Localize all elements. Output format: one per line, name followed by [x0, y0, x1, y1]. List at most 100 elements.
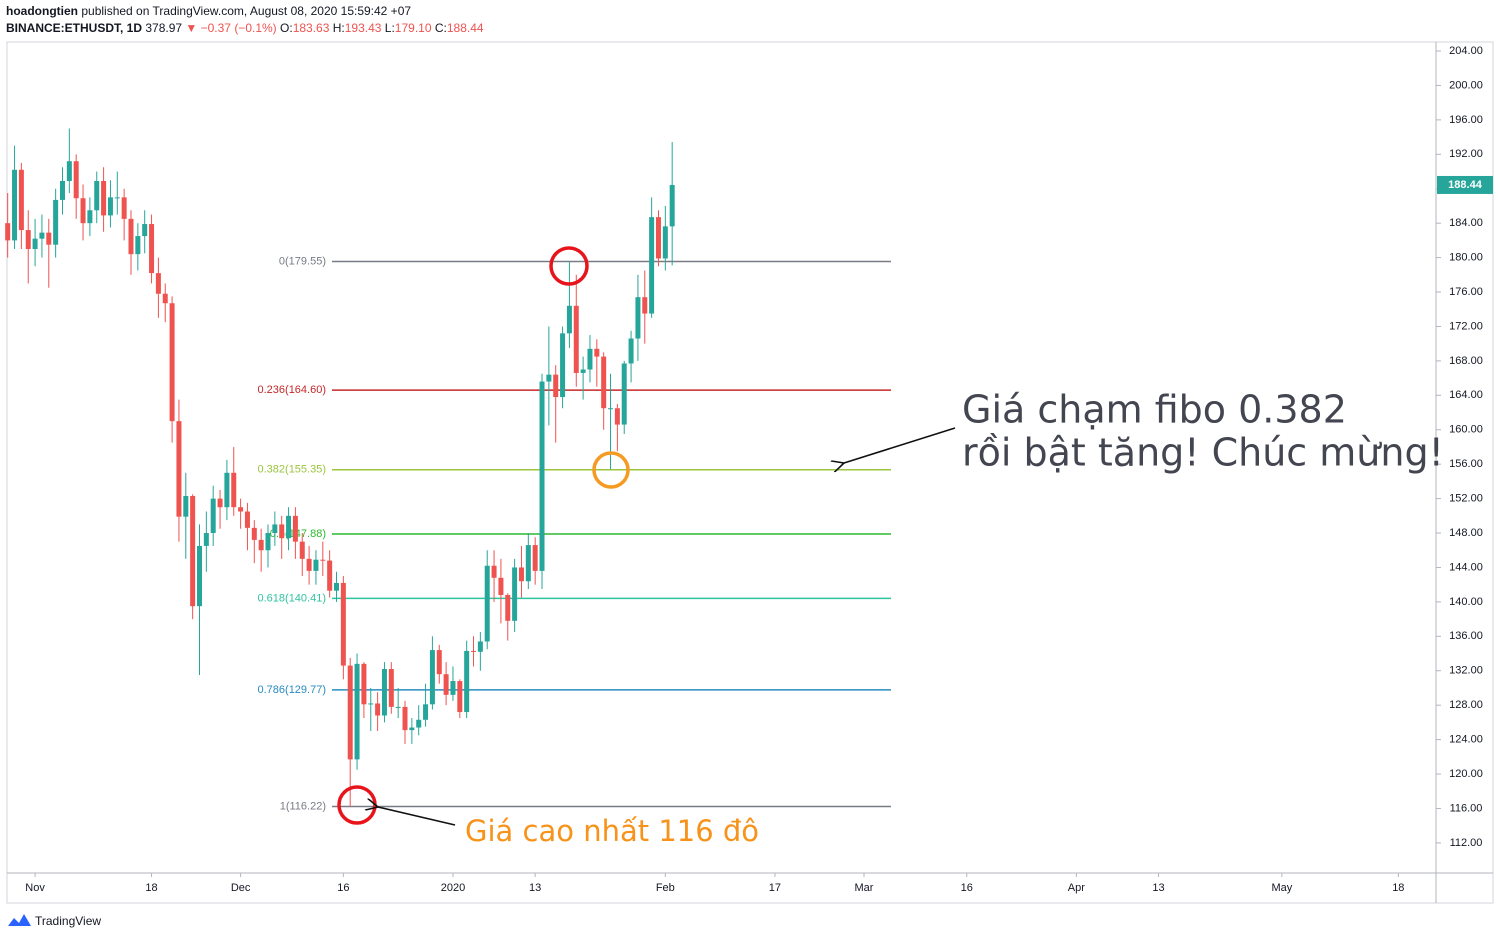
candle-body: [642, 297, 648, 314]
candle-body: [436, 650, 442, 675]
candle-body: [39, 232, 45, 239]
x-tick-label: Apr: [1068, 882, 1085, 894]
plot: 112.00 116.00 120.00 124.00 128.00 132.00 136.…: [5, 45, 1493, 894]
ohlc-value: 193.43: [345, 21, 382, 35]
candle-body: [327, 560, 333, 591]
ohlc-label: H:: [333, 21, 345, 35]
candle-body: [94, 181, 100, 211]
candle-body: [525, 545, 531, 582]
y-tick-label: 196.00: [1449, 114, 1483, 126]
candle-body: [621, 363, 627, 425]
x-tick-label: 13: [1152, 882, 1164, 894]
symbol-line: BINANCE:ETHUSDT, 1D 378.97 ▼ −0.37 (−0.1…: [6, 21, 484, 35]
candle-body: [217, 498, 223, 508]
candle-body: [457, 681, 463, 713]
candle-body: [388, 669, 394, 707]
y-tick-label: 140.00: [1449, 596, 1483, 608]
candle-body: [244, 511, 250, 528]
annotation: rồi bật tăng! Chúc mừng!: [962, 431, 1444, 475]
candle-body: [155, 273, 161, 294]
x-tick-label: 18: [1392, 882, 1404, 894]
ohlc-value: 183.63: [293, 21, 330, 35]
candle-body: [32, 238, 38, 249]
candle-body: [381, 669, 387, 716]
arrow: [378, 807, 456, 826]
candle-body: [491, 565, 497, 578]
logo: [8, 914, 31, 926]
candle-body: [12, 169, 18, 241]
y-tick-label: 148.00: [1449, 527, 1483, 539]
y-tick-label: 132.00: [1449, 665, 1483, 677]
candle-body: [395, 706, 401, 708]
candle-body: [190, 496, 196, 607]
candle-body: [347, 665, 353, 760]
candle-body: [361, 663, 367, 705]
candle-body: [409, 727, 415, 731]
candle-body: [614, 408, 620, 425]
candle-body: [334, 582, 340, 591]
candle-body: [402, 706, 408, 731]
candle-body: [66, 161, 72, 182]
candle-body: [354, 663, 360, 760]
circle-high: [549, 246, 589, 286]
header-line: hoadongtien published on TradingView.com…: [6, 4, 411, 18]
candle-body: [655, 217, 661, 259]
candle-body: [594, 348, 600, 357]
arrow: [844, 427, 956, 463]
x-tick-label: Mar: [855, 882, 874, 894]
candle-body: [669, 184, 675, 227]
fib-label: 0(179.55): [279, 255, 326, 267]
candle-body: [224, 472, 230, 508]
x-tick-label: 13: [529, 882, 541, 894]
candle-body: [498, 577, 504, 595]
ohlc-label: C:: [435, 21, 447, 35]
candle-body: [286, 515, 292, 539]
candle-body: [53, 199, 59, 245]
candle-body: [46, 232, 52, 245]
candle-body: [505, 594, 511, 621]
candle-body: [566, 305, 572, 334]
circle-low: [337, 785, 377, 825]
x-tick-label: May: [1271, 882, 1292, 894]
x-tick-label: Dec: [231, 882, 251, 894]
candle-body: [114, 197, 120, 199]
frame: [6, 41, 1494, 904]
candle-body: [635, 297, 641, 339]
ohlc-label: L:: [385, 21, 395, 35]
candle-body: [450, 681, 456, 695]
candle-body: [238, 507, 244, 512]
candle-body: [107, 197, 113, 216]
candle-body: [512, 567, 518, 621]
y-tick-label: 204.00: [1449, 45, 1483, 57]
candle-body: [423, 704, 429, 720]
candle-body: [560, 333, 566, 398]
y-tick-label: 116.00: [1450, 802, 1483, 814]
candle-body: [5, 223, 11, 241]
candle-body: [101, 181, 107, 216]
y-tick-label: 124.00: [1449, 733, 1483, 745]
candle-body: [340, 582, 346, 666]
candle-body: [320, 559, 326, 561]
candle-body: [368, 703, 374, 705]
y-tick-label: 176.00: [1449, 286, 1483, 298]
y-tick-label: 168.00: [1449, 355, 1483, 367]
ohlc-value: 179.10: [395, 21, 432, 35]
candle-body: [306, 558, 312, 571]
candle-body: [601, 356, 607, 409]
x-tick-label: Nov: [25, 882, 45, 894]
ohlc-label: O:: [280, 21, 293, 35]
fib-label: 0.236(164.60): [258, 384, 327, 396]
y-tick-label: 128.00: [1449, 699, 1483, 711]
candle-body: [477, 641, 483, 652]
symbol: BINANCE:ETHUSDT, 1D: [6, 21, 142, 35]
candle-body: [573, 305, 579, 373]
candle-body: [313, 559, 319, 571]
y-tick-label: 112.00: [1450, 837, 1483, 849]
candle-body: [128, 218, 134, 255]
candle-body: [471, 650, 477, 652]
brand: TradingView: [35, 914, 101, 928]
candle-body: [272, 524, 278, 534]
last-price-badge: [1437, 175, 1493, 194]
candle-body: [135, 236, 141, 255]
